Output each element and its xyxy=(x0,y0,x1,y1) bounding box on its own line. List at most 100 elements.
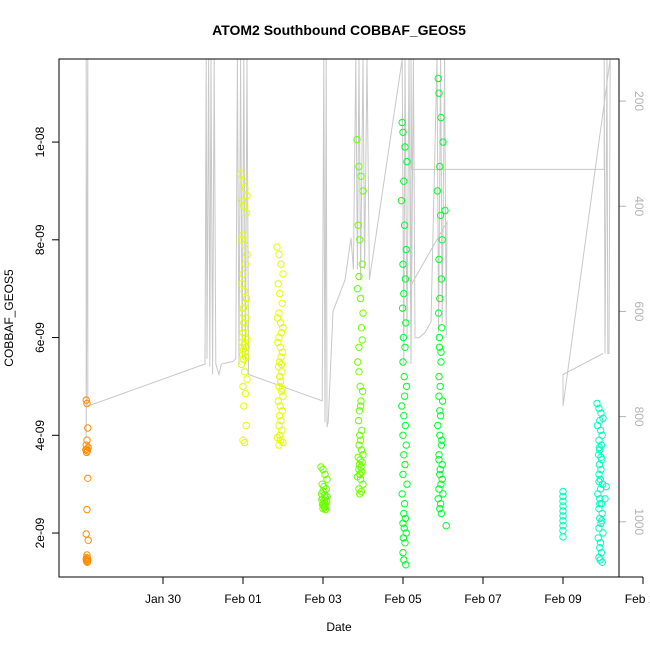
data-point xyxy=(595,460,604,469)
data-point xyxy=(278,348,287,356)
data-point xyxy=(240,402,248,410)
data-point xyxy=(433,187,442,195)
data-point xyxy=(357,324,366,332)
series-1 xyxy=(237,170,287,449)
data-point xyxy=(437,509,446,518)
data-point xyxy=(319,465,327,474)
data-point xyxy=(597,453,605,461)
data-point xyxy=(353,285,362,293)
data-point xyxy=(596,539,605,547)
data-point xyxy=(83,399,91,408)
y-tick-label: 4e-09 xyxy=(33,420,47,451)
data-point xyxy=(559,522,567,530)
data-point xyxy=(359,480,367,488)
x-tick-label: Feb 09 xyxy=(544,592,582,606)
data-point xyxy=(357,446,366,454)
data-point xyxy=(559,487,567,496)
data-point xyxy=(239,177,247,185)
data-point xyxy=(597,409,605,417)
data-point xyxy=(356,236,364,244)
data-point xyxy=(435,392,443,400)
data-point xyxy=(436,412,445,420)
data-point xyxy=(438,436,446,444)
data-point xyxy=(436,465,444,474)
data-point xyxy=(276,431,284,439)
data-point xyxy=(354,453,362,461)
data-point xyxy=(439,138,447,146)
series-4 xyxy=(559,399,610,566)
y2-tick-label: 1000 xyxy=(632,508,646,535)
data-point xyxy=(434,309,443,317)
data-point xyxy=(354,221,362,229)
data-point xyxy=(356,470,364,479)
data-point xyxy=(243,375,251,383)
data-point xyxy=(82,396,90,404)
data-point xyxy=(398,118,406,127)
data-point xyxy=(596,514,604,523)
data-point xyxy=(356,456,364,464)
y-tick-label: 8e-09 xyxy=(33,224,47,255)
data-point xyxy=(239,231,247,239)
data-point xyxy=(356,490,364,498)
data-point xyxy=(436,500,445,508)
data-point xyxy=(356,402,365,410)
x-axis-label: Date xyxy=(326,620,352,634)
data-point xyxy=(83,436,91,444)
y-tick-label: 6e-09 xyxy=(33,322,47,353)
data-point xyxy=(438,236,446,244)
data-point xyxy=(356,294,365,303)
data-point xyxy=(240,324,249,332)
data-point xyxy=(240,368,249,376)
data-point xyxy=(237,170,245,178)
data-point xyxy=(275,412,284,420)
data-point xyxy=(400,392,409,400)
data-point xyxy=(279,324,287,332)
data-point xyxy=(441,206,449,215)
data-point xyxy=(439,490,447,498)
data-point xyxy=(237,360,246,369)
data-point xyxy=(595,524,603,532)
data-point xyxy=(436,211,445,220)
data-point xyxy=(402,319,410,327)
data-point xyxy=(240,319,248,327)
data-point xyxy=(601,495,609,503)
data-point xyxy=(358,336,366,344)
data-point xyxy=(276,372,284,381)
data-point xyxy=(355,343,363,351)
y2-tick-label: 400 xyxy=(632,196,646,216)
data-point xyxy=(401,421,410,430)
plot-frame xyxy=(58,58,620,578)
data-point xyxy=(399,260,407,268)
data-point xyxy=(401,343,409,351)
data-point xyxy=(595,443,604,452)
data-point xyxy=(434,74,442,83)
data-point xyxy=(559,502,567,510)
data-point xyxy=(597,441,606,449)
x-tick-label: Jan 30 xyxy=(145,592,181,606)
data-point xyxy=(277,360,286,369)
data-point xyxy=(238,197,246,205)
data-point xyxy=(275,358,284,366)
data-point xyxy=(437,358,445,366)
data-point xyxy=(598,517,606,525)
data-point xyxy=(437,113,445,122)
data-point xyxy=(438,475,446,483)
data-point xyxy=(242,353,250,361)
data-point xyxy=(594,490,602,498)
data-point xyxy=(243,192,251,200)
data-point xyxy=(278,426,286,435)
data-point xyxy=(355,368,363,376)
y-tick-label: 1e-08 xyxy=(33,126,47,157)
data-point xyxy=(596,556,604,564)
data-point xyxy=(437,348,445,356)
data-point xyxy=(400,509,408,518)
data-point xyxy=(399,534,408,542)
data-points-layer xyxy=(82,74,610,569)
data-point xyxy=(435,456,443,464)
data-point xyxy=(435,333,444,342)
data-point xyxy=(274,280,282,288)
data-point xyxy=(399,128,407,137)
data-point xyxy=(437,441,446,449)
data-point xyxy=(240,341,248,349)
data-point xyxy=(240,287,248,295)
